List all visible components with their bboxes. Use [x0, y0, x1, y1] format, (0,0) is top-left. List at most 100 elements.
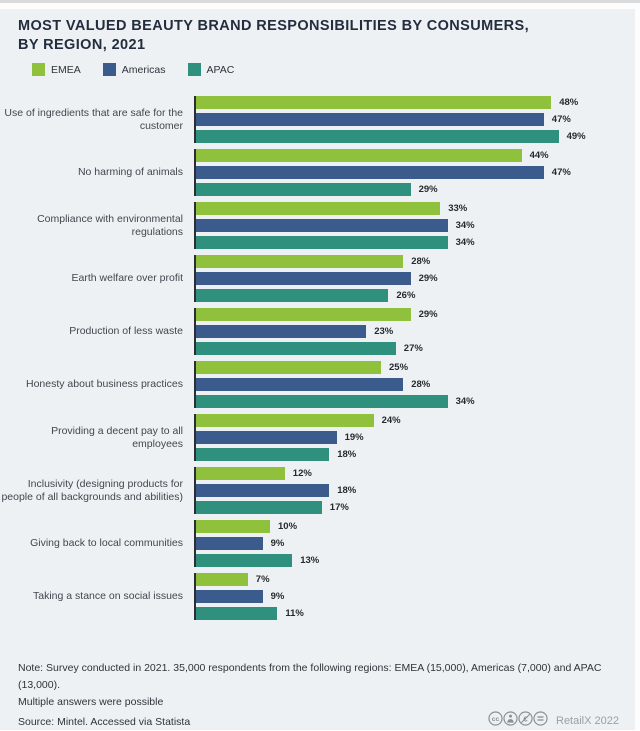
category-label: Use of ingredients that are safe for the…	[4, 107, 183, 132]
legend-swatch-apac	[187, 63, 201, 76]
bar-row-apac: 34%	[196, 395, 635, 408]
value-label: 17%	[329, 502, 349, 513]
window-top-edge	[0, 0, 640, 9]
chart-title-line1: MOST VALUED BEAUTY BRAND RESPONSIBILITIE…	[18, 18, 530, 34]
bar-row-americas: 28%	[196, 378, 635, 391]
value-label: 34%	[455, 396, 475, 407]
bar-row-emea: 28%	[196, 255, 635, 268]
license-credit: cc € RetailX 2022	[488, 711, 619, 731]
legend-swatch-americas	[102, 63, 116, 76]
bar-group: 29% 23% 27%	[194, 308, 635, 355]
bar-americas	[196, 484, 330, 497]
category-label: Inclusivity (designing products for peop…	[1, 478, 183, 503]
legend-item-americas: Americas	[102, 63, 166, 76]
value-label: 49%	[566, 131, 586, 142]
value-label: 12%	[292, 468, 312, 479]
bar-row-emea: 7%	[196, 573, 635, 586]
category-label: Taking a stance on social issues	[33, 590, 183, 603]
bar-row-americas: 47%	[196, 166, 635, 179]
bar-emea	[196, 308, 411, 321]
value-label: 29%	[418, 184, 438, 195]
bar-row-apac: 17%	[196, 501, 635, 514]
chart-row: Providing a decent pay to all employees 2…	[0, 414, 635, 461]
bar-emea	[196, 361, 381, 374]
value-label: 26%	[396, 290, 416, 301]
chart-row: Giving back to local communities 10% 9% 13%	[0, 520, 635, 567]
category-label: Earth welfare over profit	[71, 272, 183, 285]
bar-group: 24% 19% 18%	[194, 414, 635, 461]
value-label: 7%	[255, 574, 270, 585]
bar-group: 7% 9% 11%	[194, 573, 635, 620]
bar-apac	[196, 395, 448, 408]
bar-row-emea: 48%	[196, 96, 635, 109]
footnote-line1: Note: Survey conducted in 2021. 35,000 r…	[18, 662, 602, 691]
bar-emea	[196, 414, 374, 427]
bar-emea	[196, 96, 552, 109]
bar-americas	[196, 378, 404, 391]
credit-label: RetailX 2022	[556, 715, 619, 727]
category-label: Providing a decent pay to all employees	[51, 425, 183, 450]
category-label: Giving back to local communities	[30, 537, 183, 550]
value-label: 10%	[278, 521, 298, 532]
category-label: Production of less waste	[69, 325, 183, 338]
value-label: 34%	[455, 237, 475, 248]
bar-apac	[196, 501, 322, 514]
bar-group: 28% 29% 26%	[194, 255, 635, 302]
bar-apac	[196, 130, 559, 143]
bar-apac	[196, 236, 448, 249]
category-label: Honesty about business practices	[25, 378, 183, 391]
chart-row: Compliance with environmental regulation…	[0, 202, 635, 249]
legend-label: EMEA	[51, 63, 81, 76]
bar-americas	[196, 325, 367, 338]
value-label: 24%	[381, 415, 401, 426]
value-label: 48%	[559, 97, 579, 108]
bar-row-emea: 10%	[196, 520, 635, 533]
value-label: 28%	[411, 379, 431, 390]
bar-row-emea: 25%	[196, 361, 635, 374]
value-label: 25%	[389, 362, 409, 373]
bar-group: 12% 18% 17%	[194, 467, 635, 514]
value-label: 23%	[374, 326, 394, 337]
bar-row-apac: 13%	[196, 554, 635, 567]
legend-item-apac: APAC	[187, 63, 234, 76]
value-label: 47%	[551, 114, 571, 125]
bar-row-apac: 49%	[196, 130, 635, 143]
bar-emea	[196, 149, 522, 162]
bar-group: 10% 9% 13%	[194, 520, 635, 567]
cc-by-icon	[503, 711, 518, 726]
bar-americas	[196, 113, 544, 126]
value-label: 27%	[403, 343, 423, 354]
infographic-canvas: MOST VALUED BEAUTY BRAND RESPONSIBILITIE…	[0, 9, 635, 730]
bar-row-emea: 24%	[196, 414, 635, 427]
bar-row-americas: 19%	[196, 431, 635, 444]
chart-legend: EMEA Americas APAC	[32, 63, 615, 76]
bar-group: 44% 47% 29%	[194, 149, 635, 196]
license-icons: cc €	[488, 711, 548, 731]
bar-americas	[196, 219, 448, 232]
chart-title-line2: BY REGION, 2021	[18, 37, 146, 53]
bar-row-americas: 18%	[196, 484, 635, 497]
bar-emea	[196, 202, 441, 215]
value-label: 9%	[270, 591, 285, 602]
bar-apac	[196, 289, 389, 302]
bar-apac	[196, 342, 396, 355]
chart-row: Earth welfare over profit 28% 29% 26%	[0, 255, 635, 302]
chart-row: Taking a stance on social issues 7% 9% 11%	[0, 573, 635, 620]
chart-row: Use of ingredients that are safe for the…	[0, 96, 635, 143]
category-label: No harming of animals	[77, 166, 183, 179]
svg-text:€: €	[523, 715, 528, 724]
chart-row: No harming of animals 44% 47% 29%	[0, 149, 635, 196]
value-label: 33%	[448, 203, 468, 214]
bar-row-americas: 34%	[196, 219, 635, 232]
bar-row-americas: 23%	[196, 325, 635, 338]
bar-row-emea: 29%	[196, 308, 635, 321]
bar-group: 25% 28% 34%	[194, 361, 635, 408]
bar-row-americas: 29%	[196, 272, 635, 285]
legend-item-emea: EMEA	[32, 63, 81, 76]
value-label: 19%	[344, 432, 364, 443]
bar-americas	[196, 537, 263, 550]
category-label: Compliance with environmental regulation…	[37, 213, 183, 238]
chart-title: MOST VALUED BEAUTY BRAND RESPONSIBILITIE…	[18, 17, 615, 55]
bar-row-emea: 33%	[196, 202, 635, 215]
bar-americas	[196, 272, 411, 285]
